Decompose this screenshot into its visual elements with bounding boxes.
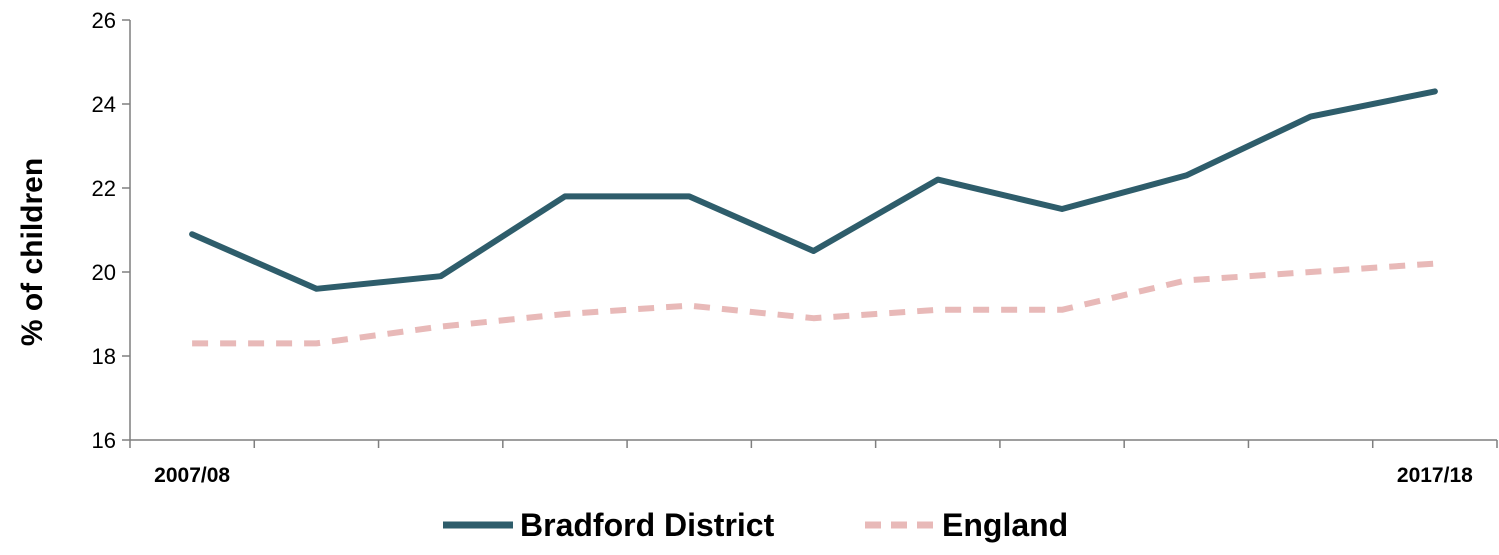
- y-axis-title: % of children: [16, 158, 49, 346]
- legend-label-england: England: [942, 507, 1068, 543]
- axes: [122, 19, 1498, 448]
- axis-labels: 16 18 20 22 24 26 2007/08 2017/18: [92, 8, 1474, 487]
- y-tick-label: 26: [92, 8, 116, 33]
- series-lines: [189, 88, 1438, 347]
- legend-label-bradford-district: Bradford District: [520, 507, 775, 543]
- y-tick-label: 16: [92, 428, 116, 453]
- legend: Bradford District England: [443, 507, 1068, 543]
- x-tick-label: 2017/18: [1397, 464, 1473, 487]
- y-tick-label: 20: [92, 260, 116, 285]
- x-tick-label: 2007/08: [154, 464, 230, 487]
- series-line-bradford-district: [189, 88, 1438, 292]
- y-tick-label: 22: [92, 176, 116, 201]
- y-tick-label: 24: [92, 92, 116, 117]
- series-line-england: [192, 260, 1436, 347]
- y-tick-label: 18: [92, 344, 116, 369]
